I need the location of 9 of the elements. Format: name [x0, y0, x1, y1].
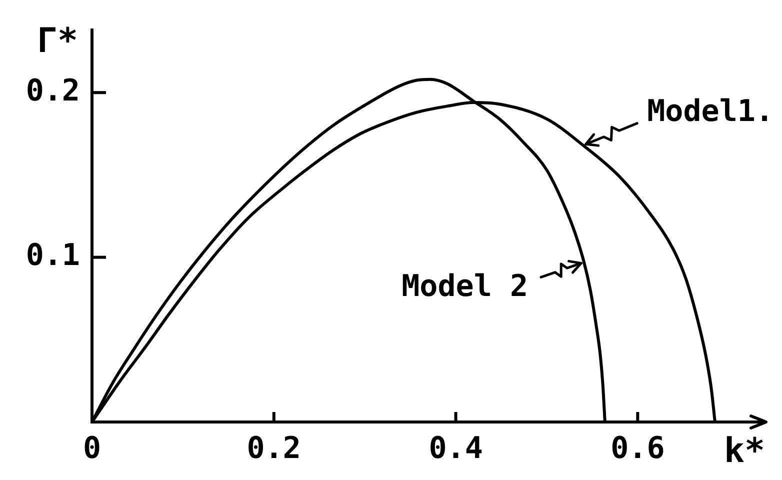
legend-label: Model 2 — [402, 269, 528, 304]
x-axis-title: k* — [724, 430, 765, 471]
y-tick-label: 0.1 — [26, 238, 80, 274]
y-axis-title: Γ* — [37, 20, 78, 61]
series-label: Model1. — [647, 94, 774, 130]
x-tick-label: 0 — [82, 430, 102, 466]
x-tick-label: 0.4 — [428, 430, 483, 466]
x-tick-label: 0.2 — [246, 430, 301, 466]
x-tick-label: 0.6 — [610, 430, 665, 466]
